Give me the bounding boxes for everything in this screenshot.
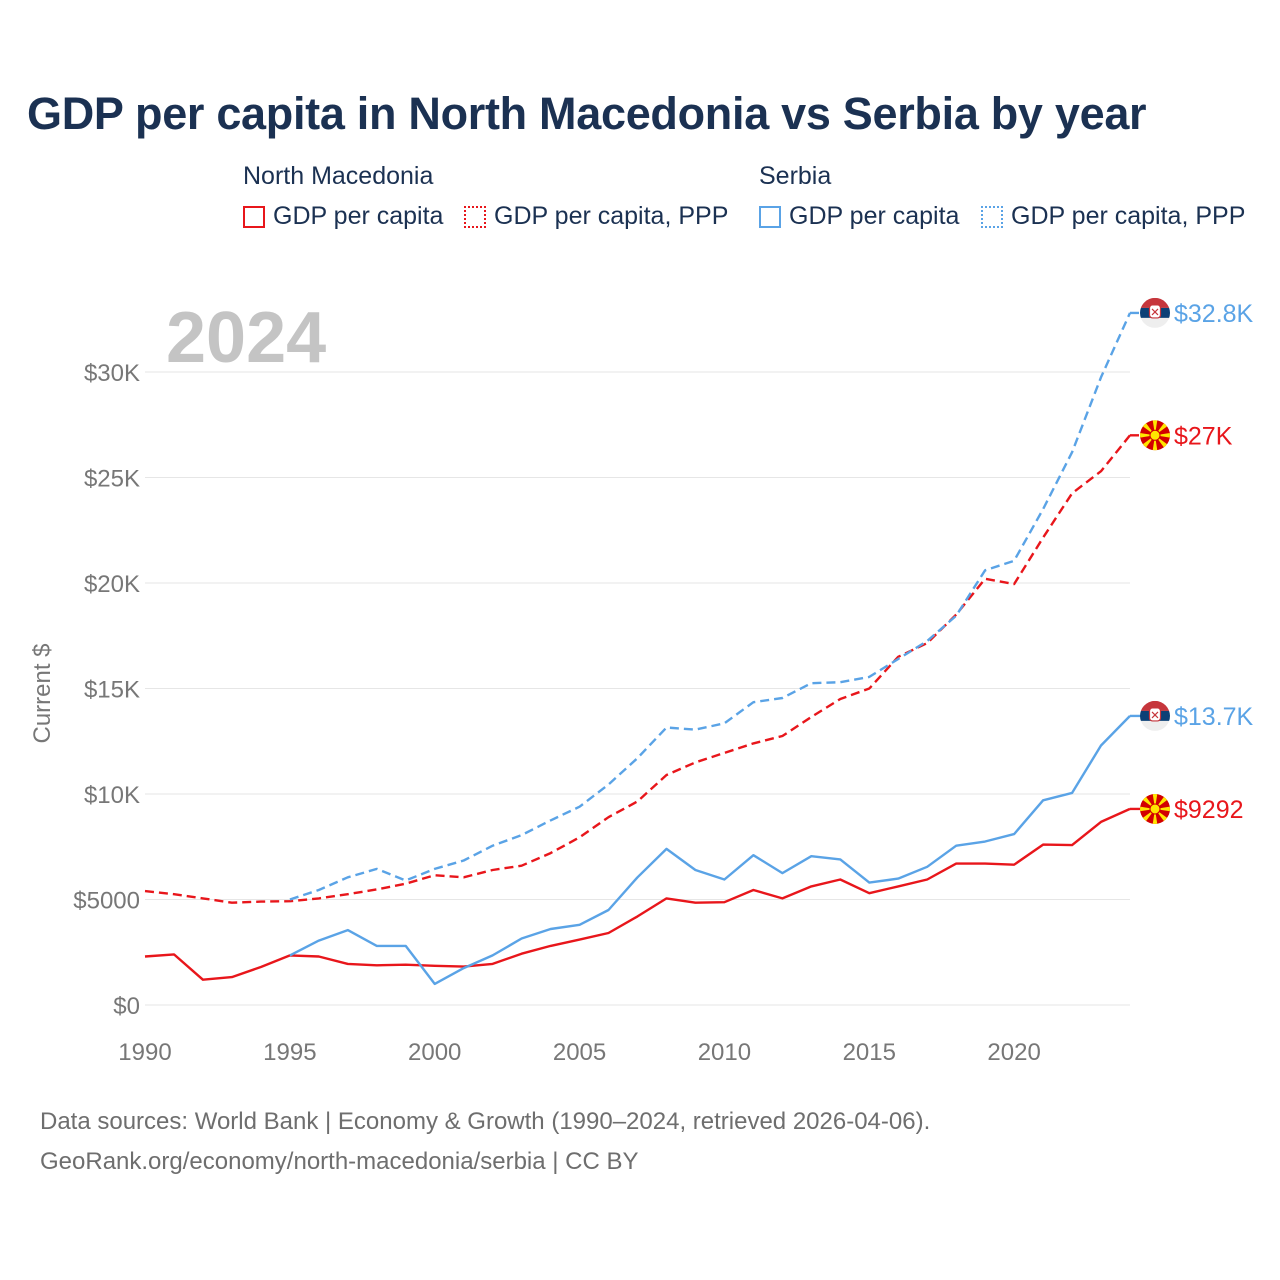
- x-tick-label: 2000: [408, 1039, 461, 1066]
- gridlines: [145, 371, 1130, 1006]
- series-line-1: [144, 434, 1131, 904]
- x-tick-label: 2010: [698, 1039, 751, 1066]
- footer-link[interactable]: GeoRank.org/economy/north-macedonia/serb…: [40, 1148, 639, 1175]
- legend-group-north-macedonia: North Macedonia: [243, 162, 434, 190]
- x-axis-ticks: 1990 1995 2000 2005 2010 2015 2020: [118, 1039, 1041, 1066]
- y-tick-label: $20K: [84, 571, 140, 598]
- series-lines: [144, 311, 1155, 986]
- x-tick-label: 1995: [263, 1039, 316, 1066]
- series-line-0: [144, 807, 1131, 981]
- north-macedonia-flag-icon: [1140, 420, 1170, 451]
- line-chart: 2024 $0$5000$10K$15K$20K$25K$30K 1990 199…: [29, 297, 1254, 1066]
- end-value-label: $32.8K: [1174, 300, 1254, 328]
- end-labels: $9292 $27K $13.7K $32.8K: [1140, 297, 1254, 824]
- y-tick-label: $5000: [73, 888, 140, 915]
- x-tick-label: 1990: [118, 1039, 171, 1066]
- y-axis-label: Current $: [29, 643, 56, 743]
- legend-swatch-solid: [759, 205, 781, 228]
- y-tick-label: $15K: [84, 677, 140, 704]
- legend-item-rs-gdp[interactable]: GDP per capita: [759, 202, 959, 231]
- series-line-3: [289, 312, 1132, 901]
- north-macedonia-flag-icon: [1140, 793, 1170, 824]
- y-tick-label: $25K: [84, 466, 140, 493]
- serbia-flag-icon: [1140, 297, 1170, 328]
- legend-label: GDP per capita: [789, 202, 960, 230]
- legend-item-mk-gdp-ppp[interactable]: GDP per capita, PPP: [464, 202, 728, 231]
- legend-swatch-dotted: [981, 205, 1003, 228]
- year-overlay: 2024: [166, 298, 326, 378]
- y-tick-label: $30K: [84, 360, 140, 387]
- y-axis-ticks: $0 $5000 $10K $15K $20K $25K $30K: [73, 360, 140, 1020]
- x-tick-label: 2005: [553, 1039, 606, 1066]
- legend-swatch-dotted: [464, 205, 486, 228]
- legend-swatch-solid: [243, 205, 265, 228]
- legend-label: GDP per capita, PPP: [1011, 202, 1246, 230]
- legend-group-serbia: Serbia: [759, 162, 832, 190]
- legend-label: GDP per capita: [273, 202, 444, 230]
- y-tick-label: $10K: [84, 782, 140, 809]
- footer-source: Data sources: World Bank | Economy & Gro…: [40, 1108, 931, 1135]
- x-tick-label: 2020: [987, 1039, 1040, 1066]
- end-value-label: $13.7K: [1174, 703, 1254, 731]
- chart-title: GDP per capita in North Macedonia vs Ser…: [27, 88, 1147, 139]
- end-value-label: $27K: [1174, 422, 1233, 450]
- y-tick-label: $0: [113, 993, 140, 1020]
- legend-label: GDP per capita, PPP: [494, 202, 729, 230]
- series-line-2: [289, 715, 1131, 986]
- end-value-label: $9292: [1174, 796, 1244, 824]
- legend-item-mk-gdp[interactable]: GDP per capita: [243, 202, 443, 231]
- legend-item-rs-gdp-ppp[interactable]: GDP per capita, PPP: [981, 202, 1245, 231]
- serbia-flag-icon: [1140, 700, 1170, 731]
- x-tick-label: 2015: [843, 1039, 896, 1066]
